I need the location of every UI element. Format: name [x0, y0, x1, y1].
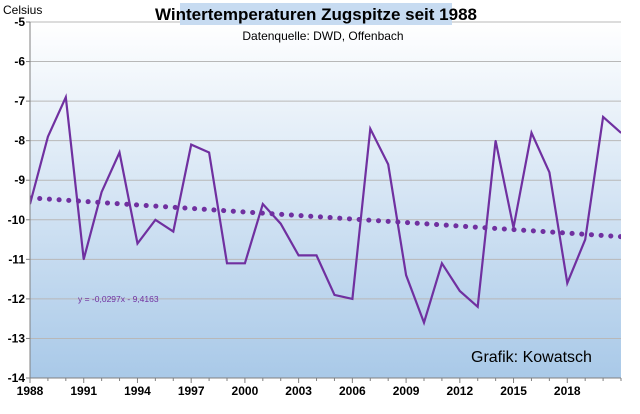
data-point — [351, 298, 354, 300]
y-tick-label: -7 — [14, 94, 25, 108]
x-axis-ticks: 1988 1991 1994 1997 2000 2003 2006 2009 2012 2015… — [17, 378, 622, 398]
x-tick-label: 2000 — [232, 384, 259, 398]
data-point — [136, 242, 139, 245]
series-polyline — [30, 93, 621, 327]
data-point — [566, 282, 569, 284]
data-point — [476, 306, 479, 308]
data-point — [530, 131, 533, 134]
data-point — [602, 116, 604, 118]
x-tick-label: 2018 — [554, 384, 581, 398]
axes — [29, 22, 621, 379]
y-tick-label: -14 — [8, 371, 26, 385]
series-line — [30, 93, 621, 327]
y-tick-label: -13 — [8, 331, 26, 345]
data-point — [82, 258, 85, 261]
data-point — [279, 222, 282, 225]
trendline-equation: y = -0,0297x - 9,4163 — [78, 294, 159, 304]
x-tick-label: 2003 — [285, 384, 312, 398]
data-point — [512, 226, 515, 229]
y-tick-label: -9 — [14, 173, 25, 187]
plot-area — [30, 22, 621, 378]
y-axis-label: Celsius — [3, 3, 42, 17]
x-tick-label: 1988 — [17, 384, 44, 398]
chart-subtitle: Datenquelle: DWD, Offenbach — [242, 29, 403, 43]
data-point — [47, 135, 49, 138]
data-point — [244, 262, 246, 265]
data-point — [405, 274, 407, 276]
data-point — [459, 290, 461, 292]
y-tick-label: -10 — [8, 213, 26, 227]
data-point — [494, 139, 497, 142]
y-tick-label: -11 — [8, 252, 25, 266]
data-point — [297, 254, 300, 257]
y-tick-label: -8 — [14, 134, 25, 148]
data-point — [100, 191, 103, 193]
data-point — [387, 163, 389, 166]
x-tick-label: 1991 — [70, 384, 97, 398]
data-point — [620, 131, 621, 134]
data-point — [262, 203, 264, 205]
data-point — [208, 151, 210, 154]
y-axis-ticks: -5 -6 -7 -8 -9 -10 -11 -12 -13 -14 — [8, 15, 30, 385]
chart-credit: Grafik: Kowatsch — [471, 349, 592, 366]
data-point — [315, 254, 318, 257]
chart-title: Wintertemperaturen Zugspitze seit 1988 — [155, 5, 477, 24]
grid-lines — [30, 21, 621, 339]
data-point — [441, 262, 443, 265]
data-point — [548, 171, 551, 174]
data-point — [154, 218, 157, 221]
x-tick-label: 2006 — [339, 384, 366, 398]
x-tick-label: 2012 — [446, 384, 473, 398]
x-tick-label: 1997 — [178, 384, 205, 398]
y-tick-label: -6 — [14, 55, 25, 69]
data-point — [226, 262, 228, 265]
plot-background — [30, 22, 621, 378]
title-background — [180, 3, 452, 25]
y-tick-label: -12 — [8, 292, 26, 306]
data-point — [584, 238, 586, 241]
data-point — [190, 143, 192, 146]
x-tick-label: 2009 — [393, 384, 420, 398]
y-tick-label: -5 — [14, 15, 25, 29]
x-tick-label: 1994 — [124, 384, 151, 398]
x-tick-label: 2015 — [500, 384, 527, 398]
data-point — [172, 230, 175, 233]
data-point — [333, 294, 336, 296]
data-point — [65, 96, 67, 98]
trendline-path — [30, 195, 621, 240]
data-point — [423, 321, 425, 324]
data-point — [118, 151, 121, 154]
trendline — [30, 195, 621, 240]
data-point — [369, 128, 372, 130]
